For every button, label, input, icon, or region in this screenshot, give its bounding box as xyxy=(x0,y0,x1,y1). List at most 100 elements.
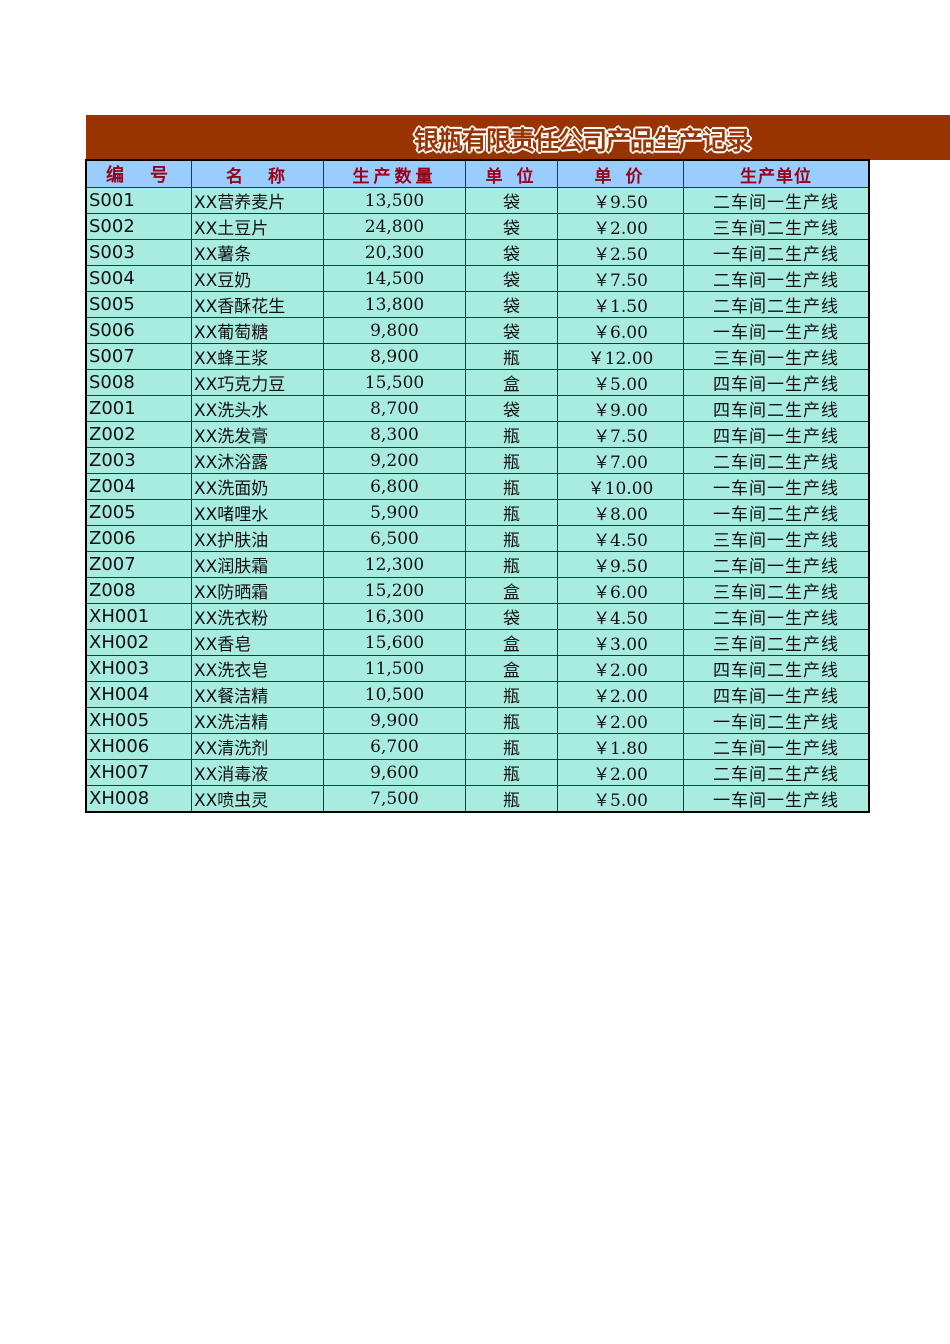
cell-unit[interactable]: 瓶 xyxy=(465,421,558,448)
cell-quantity[interactable]: 15,500 xyxy=(323,369,466,396)
cell-quantity[interactable]: 8,300 xyxy=(323,421,466,448)
cell-unit[interactable]: 瓶 xyxy=(465,759,558,786)
cell-price[interactable]: ￥3.00 xyxy=(557,629,684,656)
cell-quantity[interactable]: 9,200 xyxy=(323,447,466,474)
cell-price[interactable]: ￥5.00 xyxy=(557,785,684,813)
cell-unit[interactable]: 袋 xyxy=(465,239,558,266)
cell-quantity[interactable]: 6,800 xyxy=(323,473,466,500)
cell-name[interactable]: XX巧克力豆 xyxy=(191,369,324,396)
cell-code[interactable]: S006 xyxy=(85,317,192,344)
cell-production-unit[interactable]: 一车间二生产线 xyxy=(683,239,870,266)
cell-name[interactable]: XX土豆片 xyxy=(191,213,324,240)
cell-quantity[interactable]: 9,600 xyxy=(323,759,466,786)
cell-price[interactable]: ￥9.00 xyxy=(557,395,684,422)
cell-production-unit[interactable]: 二车间一生产线 xyxy=(683,187,870,214)
cell-code[interactable]: XH005 xyxy=(85,707,192,734)
cell-name[interactable]: XX蜂王浆 xyxy=(191,343,324,370)
cell-production-unit[interactable]: 四车间二生产线 xyxy=(683,655,870,682)
cell-production-unit[interactable]: 四车间一生产线 xyxy=(683,681,870,708)
cell-production-unit[interactable]: 三车间二生产线 xyxy=(683,629,870,656)
cell-production-unit[interactable]: 一车间二生产线 xyxy=(683,499,870,526)
cell-unit[interactable]: 瓶 xyxy=(465,785,558,813)
cell-quantity[interactable]: 9,800 xyxy=(323,317,466,344)
cell-unit[interactable]: 瓶 xyxy=(465,733,558,760)
cell-quantity[interactable]: 5,900 xyxy=(323,499,466,526)
cell-quantity[interactable]: 15,200 xyxy=(323,577,466,604)
cell-unit[interactable]: 瓶 xyxy=(465,525,558,552)
cell-production-unit[interactable]: 二车间一生产线 xyxy=(683,551,870,578)
cell-name[interactable]: XX喷虫灵 xyxy=(191,785,324,813)
cell-code[interactable]: S005 xyxy=(85,291,192,318)
cell-code[interactable]: XH008 xyxy=(85,785,192,813)
cell-price[interactable]: ￥2.00 xyxy=(557,707,684,734)
cell-unit[interactable]: 袋 xyxy=(465,291,558,318)
cell-production-unit[interactable]: 四车间一生产线 xyxy=(683,369,870,396)
cell-quantity[interactable]: 6,700 xyxy=(323,733,466,760)
cell-code[interactable]: XH002 xyxy=(85,629,192,656)
cell-code[interactable]: XH004 xyxy=(85,681,192,708)
cell-production-unit[interactable]: 二车间二生产线 xyxy=(683,447,870,474)
cell-name[interactable]: XX餐洁精 xyxy=(191,681,324,708)
cell-production-unit[interactable]: 二车间一生产线 xyxy=(683,603,870,630)
cell-quantity[interactable]: 12,300 xyxy=(323,551,466,578)
cell-name[interactable]: XX润肤霜 xyxy=(191,551,324,578)
cell-unit[interactable]: 袋 xyxy=(465,213,558,240)
cell-name[interactable]: XX防晒霜 xyxy=(191,577,324,604)
cell-code[interactable]: Z002 xyxy=(85,421,192,448)
cell-code[interactable]: S007 xyxy=(85,343,192,370)
cell-quantity[interactable]: 10,500 xyxy=(323,681,466,708)
cell-unit[interactable]: 袋 xyxy=(465,317,558,344)
cell-unit[interactable]: 袋 xyxy=(465,603,558,630)
cell-name[interactable]: XX洗面奶 xyxy=(191,473,324,500)
cell-price[interactable]: ￥12.00 xyxy=(557,343,684,370)
cell-production-unit[interactable]: 二车间一生产线 xyxy=(683,733,870,760)
cell-price[interactable]: ￥6.00 xyxy=(557,577,684,604)
cell-code[interactable]: Z001 xyxy=(85,395,192,422)
cell-name[interactable]: XX护肤油 xyxy=(191,525,324,552)
cell-code[interactable]: Z005 xyxy=(85,499,192,526)
cell-price[interactable]: ￥4.50 xyxy=(557,603,684,630)
cell-unit[interactable]: 瓶 xyxy=(465,499,558,526)
cell-code[interactable]: Z006 xyxy=(85,525,192,552)
cell-price[interactable]: ￥2.00 xyxy=(557,213,684,240)
cell-unit[interactable]: 袋 xyxy=(465,395,558,422)
cell-quantity[interactable]: 6,500 xyxy=(323,525,466,552)
cell-production-unit[interactable]: 三车间一生产线 xyxy=(683,525,870,552)
cell-name[interactable]: XX洗发膏 xyxy=(191,421,324,448)
cell-quantity[interactable]: 13,800 xyxy=(323,291,466,318)
cell-name[interactable]: XX清洗剂 xyxy=(191,733,324,760)
cell-price[interactable]: ￥2.00 xyxy=(557,759,684,786)
cell-price[interactable]: ￥9.50 xyxy=(557,187,684,214)
cell-code[interactable]: S003 xyxy=(85,239,192,266)
cell-production-unit[interactable]: 一车间二生产线 xyxy=(683,707,870,734)
cell-price[interactable]: ￥2.00 xyxy=(557,655,684,682)
cell-name[interactable]: XX沐浴露 xyxy=(191,447,324,474)
cell-quantity[interactable]: 8,900 xyxy=(323,343,466,370)
cell-code[interactable]: S008 xyxy=(85,369,192,396)
cell-production-unit[interactable]: 三车间一生产线 xyxy=(683,343,870,370)
cell-unit[interactable]: 盒 xyxy=(465,655,558,682)
cell-name[interactable]: XX洗头水 xyxy=(191,395,324,422)
cell-unit[interactable]: 瓶 xyxy=(465,707,558,734)
cell-price[interactable]: ￥7.50 xyxy=(557,265,684,292)
cell-price[interactable]: ￥1.50 xyxy=(557,291,684,318)
cell-code[interactable]: XH007 xyxy=(85,759,192,786)
cell-price[interactable]: ￥9.50 xyxy=(557,551,684,578)
cell-unit[interactable]: 瓶 xyxy=(465,681,558,708)
cell-unit[interactable]: 袋 xyxy=(465,265,558,292)
cell-name[interactable]: XX洗衣皂 xyxy=(191,655,324,682)
cell-code[interactable]: S002 xyxy=(85,213,192,240)
cell-quantity[interactable]: 11,500 xyxy=(323,655,466,682)
cell-price[interactable]: ￥7.50 xyxy=(557,421,684,448)
cell-unit[interactable]: 盒 xyxy=(465,369,558,396)
cell-price[interactable]: ￥10.00 xyxy=(557,473,684,500)
cell-name[interactable]: XX营养麦片 xyxy=(191,187,324,214)
cell-name[interactable]: XX香皂 xyxy=(191,629,324,656)
cell-quantity[interactable]: 14,500 xyxy=(323,265,466,292)
cell-quantity[interactable]: 15,600 xyxy=(323,629,466,656)
cell-name[interactable]: XX洗洁精 xyxy=(191,707,324,734)
cell-code[interactable]: S004 xyxy=(85,265,192,292)
cell-name[interactable]: XX香酥花生 xyxy=(191,291,324,318)
cell-production-unit[interactable]: 二车间二生产线 xyxy=(683,759,870,786)
cell-production-unit[interactable]: 二车间二生产线 xyxy=(683,291,870,318)
